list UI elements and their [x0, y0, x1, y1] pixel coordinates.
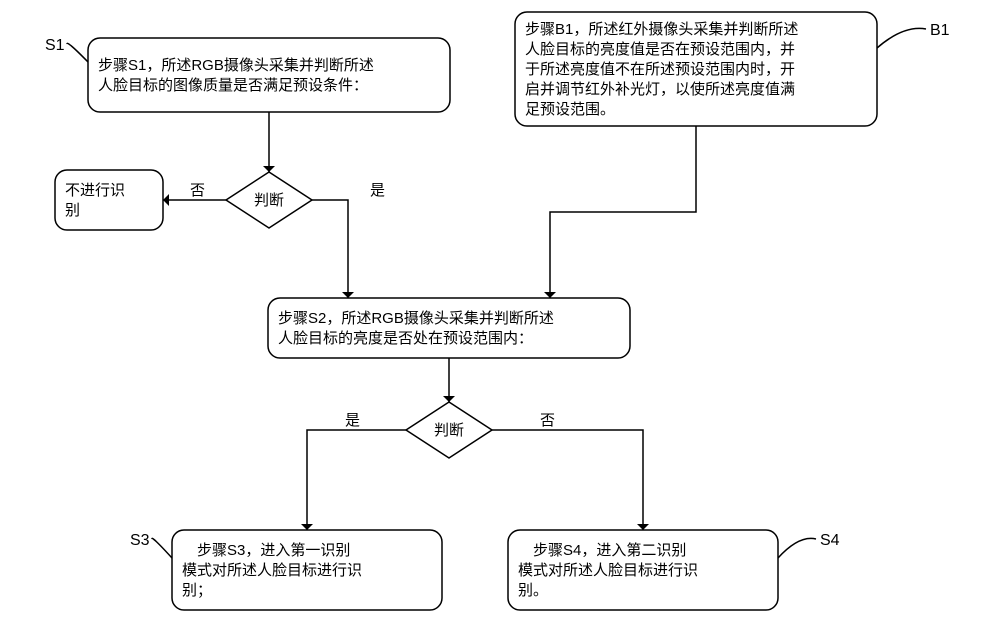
flag-s3: S3 — [130, 532, 150, 549]
edge-label-d1_yes: 是 — [370, 182, 385, 199]
node-s4-line-1: 模式对所述人脸目标进行识 — [518, 562, 698, 579]
node-s2-line-1: 人脸目标的亮度是否处在预设范围内： — [278, 330, 533, 347]
flag-b1: B1 — [930, 22, 950, 39]
flag-b1-leader — [877, 28, 926, 48]
diamond-d1-text: 判断 — [254, 192, 284, 209]
node-no_rec-line-1: 别 — [65, 202, 80, 219]
node-b1-line-2: 于所述亮度值不在所述预设范围内时，开 — [525, 61, 795, 78]
node-no_rec-line-0: 不进行识 — [65, 182, 125, 199]
flag-s4: S4 — [820, 532, 840, 549]
edge-d1-s2 — [312, 200, 348, 298]
flag-s3-leader — [152, 538, 172, 558]
node-b1-line-4: 足预设范围。 — [525, 101, 615, 118]
node-no_rec — [55, 170, 163, 230]
node-b1-line-0: 步骤B1，所述红外摄像头采集并判断所述 — [525, 21, 798, 38]
flag-s1: S1 — [45, 37, 65, 54]
node-s1-line-0: 步骤S1，所述RGB摄像头采集并判断所述 — [98, 57, 374, 74]
node-s3-line-2: 别； — [182, 582, 212, 599]
edge-d2-s4 — [492, 430, 643, 530]
flag-s4-leader — [778, 538, 816, 558]
node-s3-line-0: 步骤S3，进入第一识别 — [182, 541, 350, 559]
edge-label-d2_no: 否 — [540, 412, 555, 429]
flag-s1-leader — [67, 43, 88, 62]
node-s2-line-0: 步骤S2，所述RGB摄像头采集并判断所述 — [278, 310, 554, 327]
node-s2 — [268, 298, 630, 358]
node-s1 — [88, 38, 450, 112]
node-b1-line-3: 启并调节红外补光灯，以使所述亮度值满 — [525, 81, 795, 98]
node-s1-line-1: 人脸目标的图像质量是否满足预设条件： — [98, 77, 368, 94]
node-b1-line-1: 人脸目标的亮度值是否在预设范围内，并 — [525, 41, 795, 58]
edge-label-d2_yes: 是 — [345, 412, 360, 429]
edge-d2-s3 — [307, 430, 406, 530]
edge-b1-s2 — [550, 126, 696, 298]
diamond-d2-text: 判断 — [434, 422, 464, 439]
node-s3-line-1: 模式对所述人脸目标进行识 — [182, 562, 362, 579]
node-s4-line-0: 步骤S4，进入第二识别 — [518, 541, 686, 559]
edge-label-d1_no: 否 — [190, 182, 205, 199]
node-s4-line-2: 别。 — [518, 582, 548, 599]
